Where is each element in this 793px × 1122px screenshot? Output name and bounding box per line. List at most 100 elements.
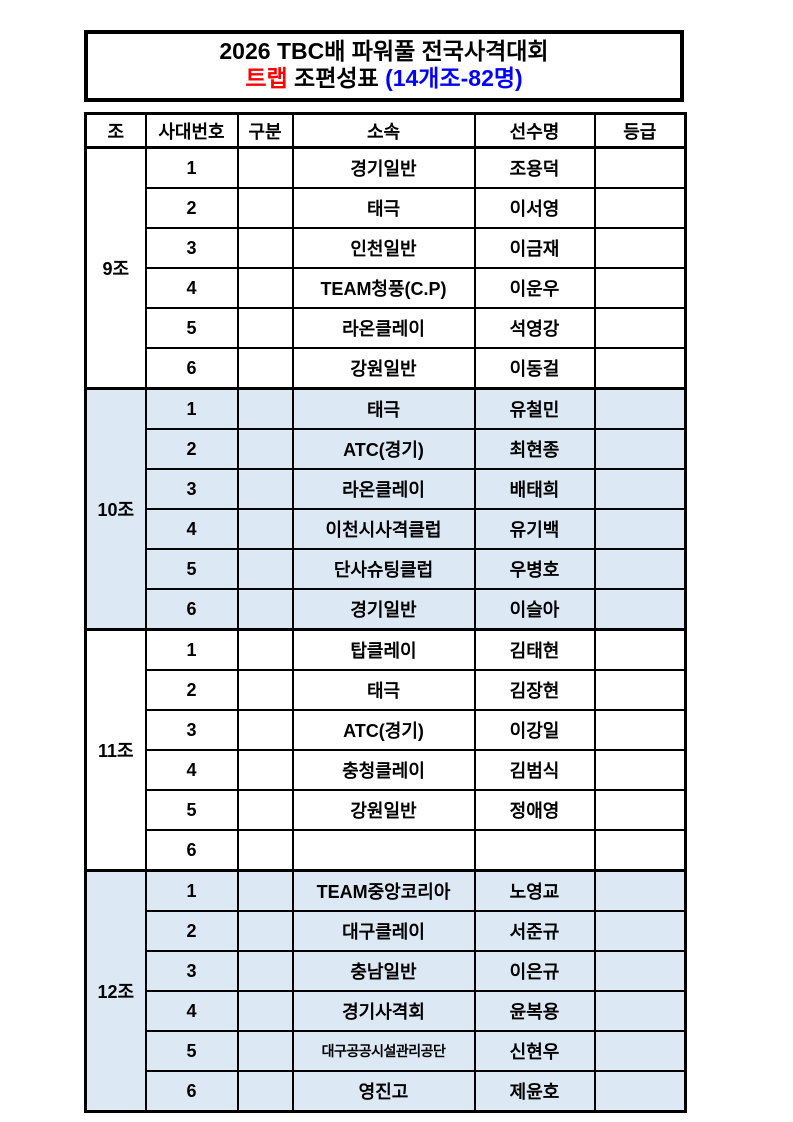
table-row: 5 강원일반 정애영 [86, 789, 687, 831]
cell-player-name: 김태현 [473, 628, 596, 671]
cell-lane-number: 3 [144, 709, 239, 751]
cell-lane-number: 1 [144, 869, 239, 912]
cell-division [236, 508, 294, 550]
cell-lane-number: 2 [144, 669, 239, 711]
cell-player-name: 신현우 [473, 1030, 596, 1072]
cell-grade [593, 869, 687, 912]
table-row: 2 태극 이서영 [86, 187, 687, 229]
cell-club: 경기사격회 [291, 990, 476, 1032]
title-box: 2026 TBC배 파워풀 전국사격대회 트랩 조편성표 (14개조-82명) [84, 30, 684, 102]
cell-club [291, 829, 476, 872]
cell-division [236, 628, 294, 671]
cell-grade [593, 950, 687, 992]
cell-grade [593, 428, 687, 470]
group-label: 12조 [84, 869, 147, 1113]
cell-lane-number: 6 [144, 588, 239, 631]
cell-lane-number: 2 [144, 187, 239, 229]
table-row: 6 영진고 제윤호 [86, 1070, 687, 1113]
cell-grade [593, 187, 687, 229]
cell-player-name: 이강일 [473, 709, 596, 751]
group-label: 10조 [84, 387, 147, 631]
cell-division [236, 749, 294, 791]
cell-club: 라온클레이 [291, 468, 476, 510]
cell-division [236, 669, 294, 711]
table-row: 3 ATC(경기) 이강일 [86, 709, 687, 751]
column-header-0: 조 [84, 112, 147, 149]
cell-division [236, 267, 294, 309]
column-header-1: 사대번호 [144, 112, 239, 149]
cell-grade [593, 628, 687, 671]
cell-division [236, 146, 294, 189]
cell-player-name: 이동걸 [473, 347, 596, 390]
header-row: 조 사대번호 구분 소속 선수명 등급 [84, 112, 687, 149]
table-row: 3 인천일반 이금재 [86, 227, 687, 269]
cell-grade [593, 468, 687, 510]
cell-division [236, 789, 294, 831]
cell-division [236, 709, 294, 751]
table-row: 12조 1 TEAM중앙코리아 노영교 [84, 869, 687, 1113]
cell-grade [593, 749, 687, 791]
cell-grade [593, 910, 687, 952]
cell-grade [593, 146, 687, 189]
table-row: 4 이천시사격클럽 유기백 [86, 508, 687, 550]
table-row: 6 [86, 829, 687, 872]
roster-table: 조 사대번호 구분 소속 선수명 등급 9조 1 경기일반 조용덕 2 태극 이서영 3 인천일반 이금재 4… [84, 112, 687, 1113]
cell-player-name [473, 829, 596, 872]
cell-club: 충남일반 [291, 950, 476, 992]
cell-division [236, 428, 294, 470]
cell-division [236, 588, 294, 631]
cell-club: ATC(경기) [291, 428, 476, 470]
cell-club: 탑클레이 [291, 628, 476, 671]
cell-division [236, 990, 294, 1032]
cell-grade [593, 789, 687, 831]
cell-club: 태극 [291, 387, 476, 430]
cell-club: 이천시사격클럽 [291, 508, 476, 550]
table-body: 9조 1 경기일반 조용덕 2 태극 이서영 3 인천일반 이금재 4 TEAM청풍(C.P) 이운우 5… [84, 146, 687, 1113]
cell-division [236, 829, 294, 872]
cell-club: 강원일반 [291, 347, 476, 390]
cell-player-name: 이슬아 [473, 588, 596, 631]
cell-lane-number: 5 [144, 307, 239, 349]
cell-division [236, 387, 294, 430]
cell-grade [593, 669, 687, 711]
event-name: 트랩 [245, 65, 288, 91]
table-row: 3 충남일반 이은규 [86, 950, 687, 992]
cell-division [236, 187, 294, 229]
title-line-2: 트랩 조편성표 (14개조-82명) [88, 65, 680, 92]
table-row: 6 경기일반 이슬아 [86, 588, 687, 631]
cell-division [236, 950, 294, 992]
cell-player-name: 이운우 [473, 267, 596, 309]
cell-grade [593, 267, 687, 309]
cell-division [236, 1030, 294, 1072]
cell-division [236, 548, 294, 590]
cell-player-name: 이서영 [473, 187, 596, 229]
table-row: 5 라온클레이 석영강 [86, 307, 687, 349]
table-row: 5 단사슈팅클럽 우병호 [86, 548, 687, 590]
cell-grade [593, 990, 687, 1032]
cell-player-name: 조용덕 [473, 146, 596, 189]
cell-player-name: 최현종 [473, 428, 596, 470]
cell-player-name: 제윤호 [473, 1070, 596, 1113]
cell-grade [593, 227, 687, 269]
cell-division [236, 869, 294, 912]
sheet-label: 조편성표 [294, 65, 379, 91]
table-row: 3 라온클레이 배태희 [86, 468, 687, 510]
table-row: 2 ATC(경기) 최현종 [86, 428, 687, 470]
cell-lane-number: 5 [144, 1030, 239, 1072]
cell-lane-number: 5 [144, 789, 239, 831]
group-count: (14개조-82명) [385, 65, 523, 91]
cell-club: 영진고 [291, 1070, 476, 1113]
cell-division [236, 1070, 294, 1113]
cell-lane-number: 4 [144, 749, 239, 791]
cell-player-name: 윤복용 [473, 990, 596, 1032]
column-header-5: 등급 [593, 112, 687, 149]
table-row: 4 충청클레이 김범식 [86, 749, 687, 791]
cell-lane-number: 4 [144, 990, 239, 1032]
cell-lane-number: 2 [144, 910, 239, 952]
cell-player-name: 유기백 [473, 508, 596, 550]
cell-lane-number: 3 [144, 468, 239, 510]
cell-club: 강원일반 [291, 789, 476, 831]
cell-player-name: 서준규 [473, 910, 596, 952]
cell-player-name: 석영강 [473, 307, 596, 349]
cell-division [236, 468, 294, 510]
